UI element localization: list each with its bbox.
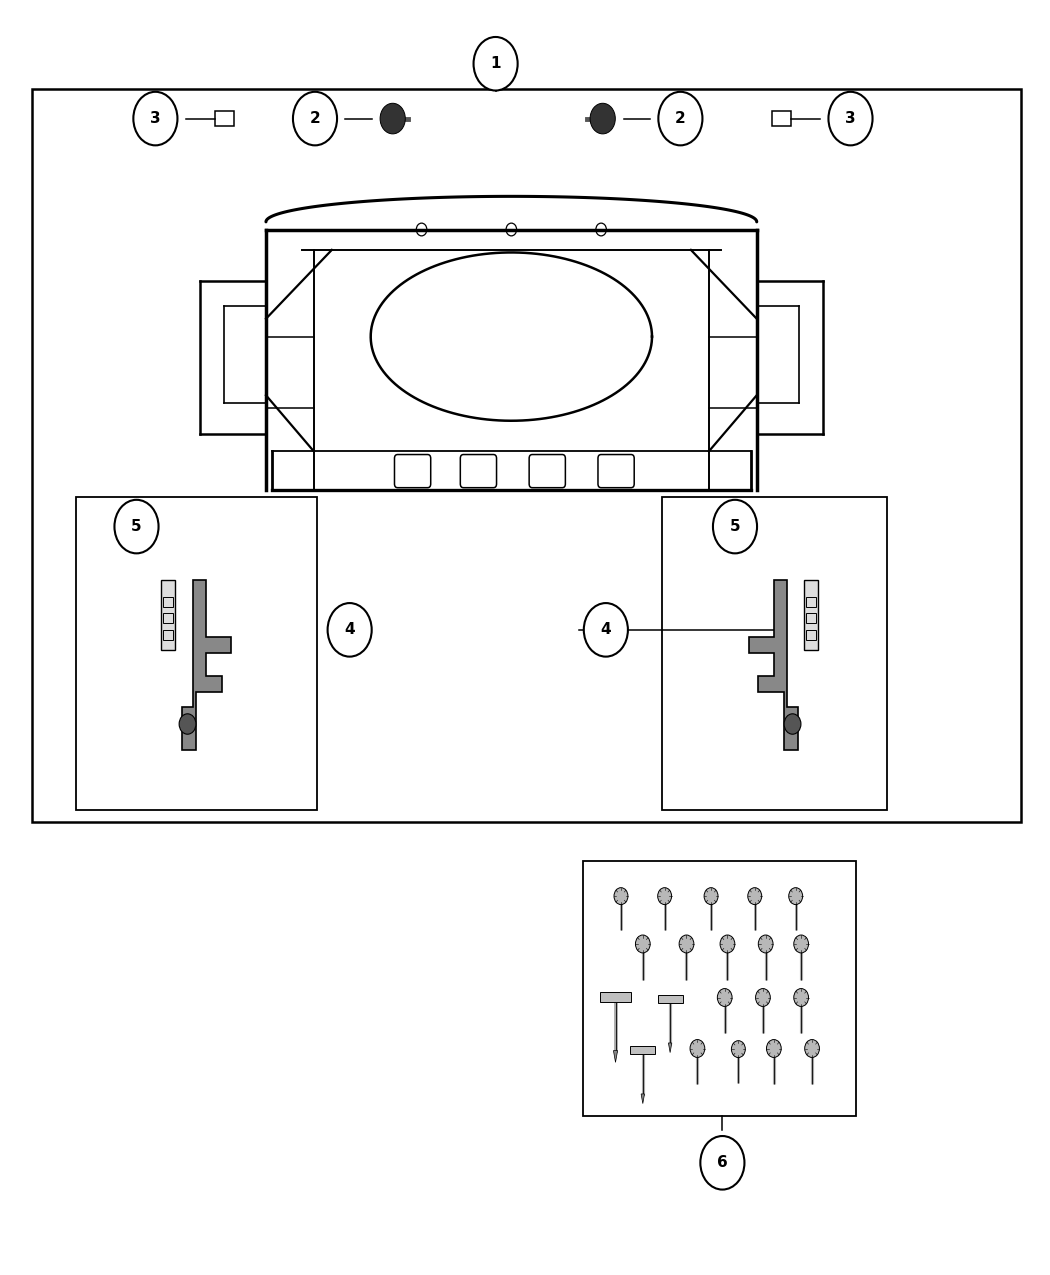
Polygon shape	[642, 1094, 645, 1104]
Bar	[76, 497, 317, 810]
Circle shape	[657, 887, 672, 904]
Text: 5: 5	[131, 519, 142, 534]
Bar	[772, 111, 791, 126]
Text: 5: 5	[730, 519, 740, 534]
Circle shape	[717, 988, 732, 1006]
Circle shape	[789, 887, 802, 904]
Text: 1: 1	[490, 56, 501, 71]
Text: 2: 2	[310, 111, 320, 126]
Circle shape	[380, 103, 405, 134]
Bar	[215, 111, 234, 126]
Circle shape	[590, 103, 615, 134]
Text: 3: 3	[150, 111, 161, 126]
Bar	[806, 613, 816, 623]
Circle shape	[732, 1040, 745, 1057]
Circle shape	[720, 935, 735, 952]
Circle shape	[690, 1039, 705, 1057]
Circle shape	[614, 887, 628, 904]
Bar	[806, 630, 816, 640]
Text: 4: 4	[344, 622, 355, 638]
Circle shape	[293, 92, 337, 145]
Circle shape	[756, 988, 771, 1006]
Circle shape	[713, 500, 757, 553]
Circle shape	[705, 887, 718, 904]
Circle shape	[679, 935, 694, 952]
Circle shape	[180, 714, 196, 734]
Bar	[657, 994, 682, 1003]
Bar	[601, 992, 631, 1002]
Bar	[662, 497, 887, 810]
Polygon shape	[750, 580, 798, 750]
Circle shape	[584, 603, 628, 657]
Bar	[32, 89, 1021, 822]
Circle shape	[658, 92, 702, 145]
Text: 2: 2	[675, 111, 686, 126]
Bar	[162, 580, 175, 650]
Bar	[630, 1046, 655, 1054]
Polygon shape	[669, 1043, 672, 1053]
Bar	[164, 630, 173, 640]
Circle shape	[133, 92, 177, 145]
Bar	[806, 597, 816, 607]
Circle shape	[635, 935, 650, 952]
Circle shape	[700, 1136, 744, 1190]
Circle shape	[758, 935, 773, 952]
Circle shape	[114, 500, 159, 553]
Bar	[164, 613, 173, 623]
Text: 6: 6	[717, 1155, 728, 1170]
Text: 3: 3	[845, 111, 856, 126]
Circle shape	[784, 714, 801, 734]
Circle shape	[766, 1039, 781, 1057]
Circle shape	[794, 988, 808, 1006]
Bar	[804, 580, 818, 650]
Polygon shape	[183, 580, 231, 750]
Bar	[583, 861, 856, 1116]
Polygon shape	[613, 1051, 617, 1062]
Circle shape	[804, 1039, 819, 1057]
Text: 4: 4	[601, 622, 611, 638]
Circle shape	[748, 887, 761, 904]
Bar	[164, 597, 173, 607]
Circle shape	[328, 603, 372, 657]
Circle shape	[474, 37, 518, 91]
Circle shape	[794, 935, 808, 952]
Circle shape	[828, 92, 873, 145]
